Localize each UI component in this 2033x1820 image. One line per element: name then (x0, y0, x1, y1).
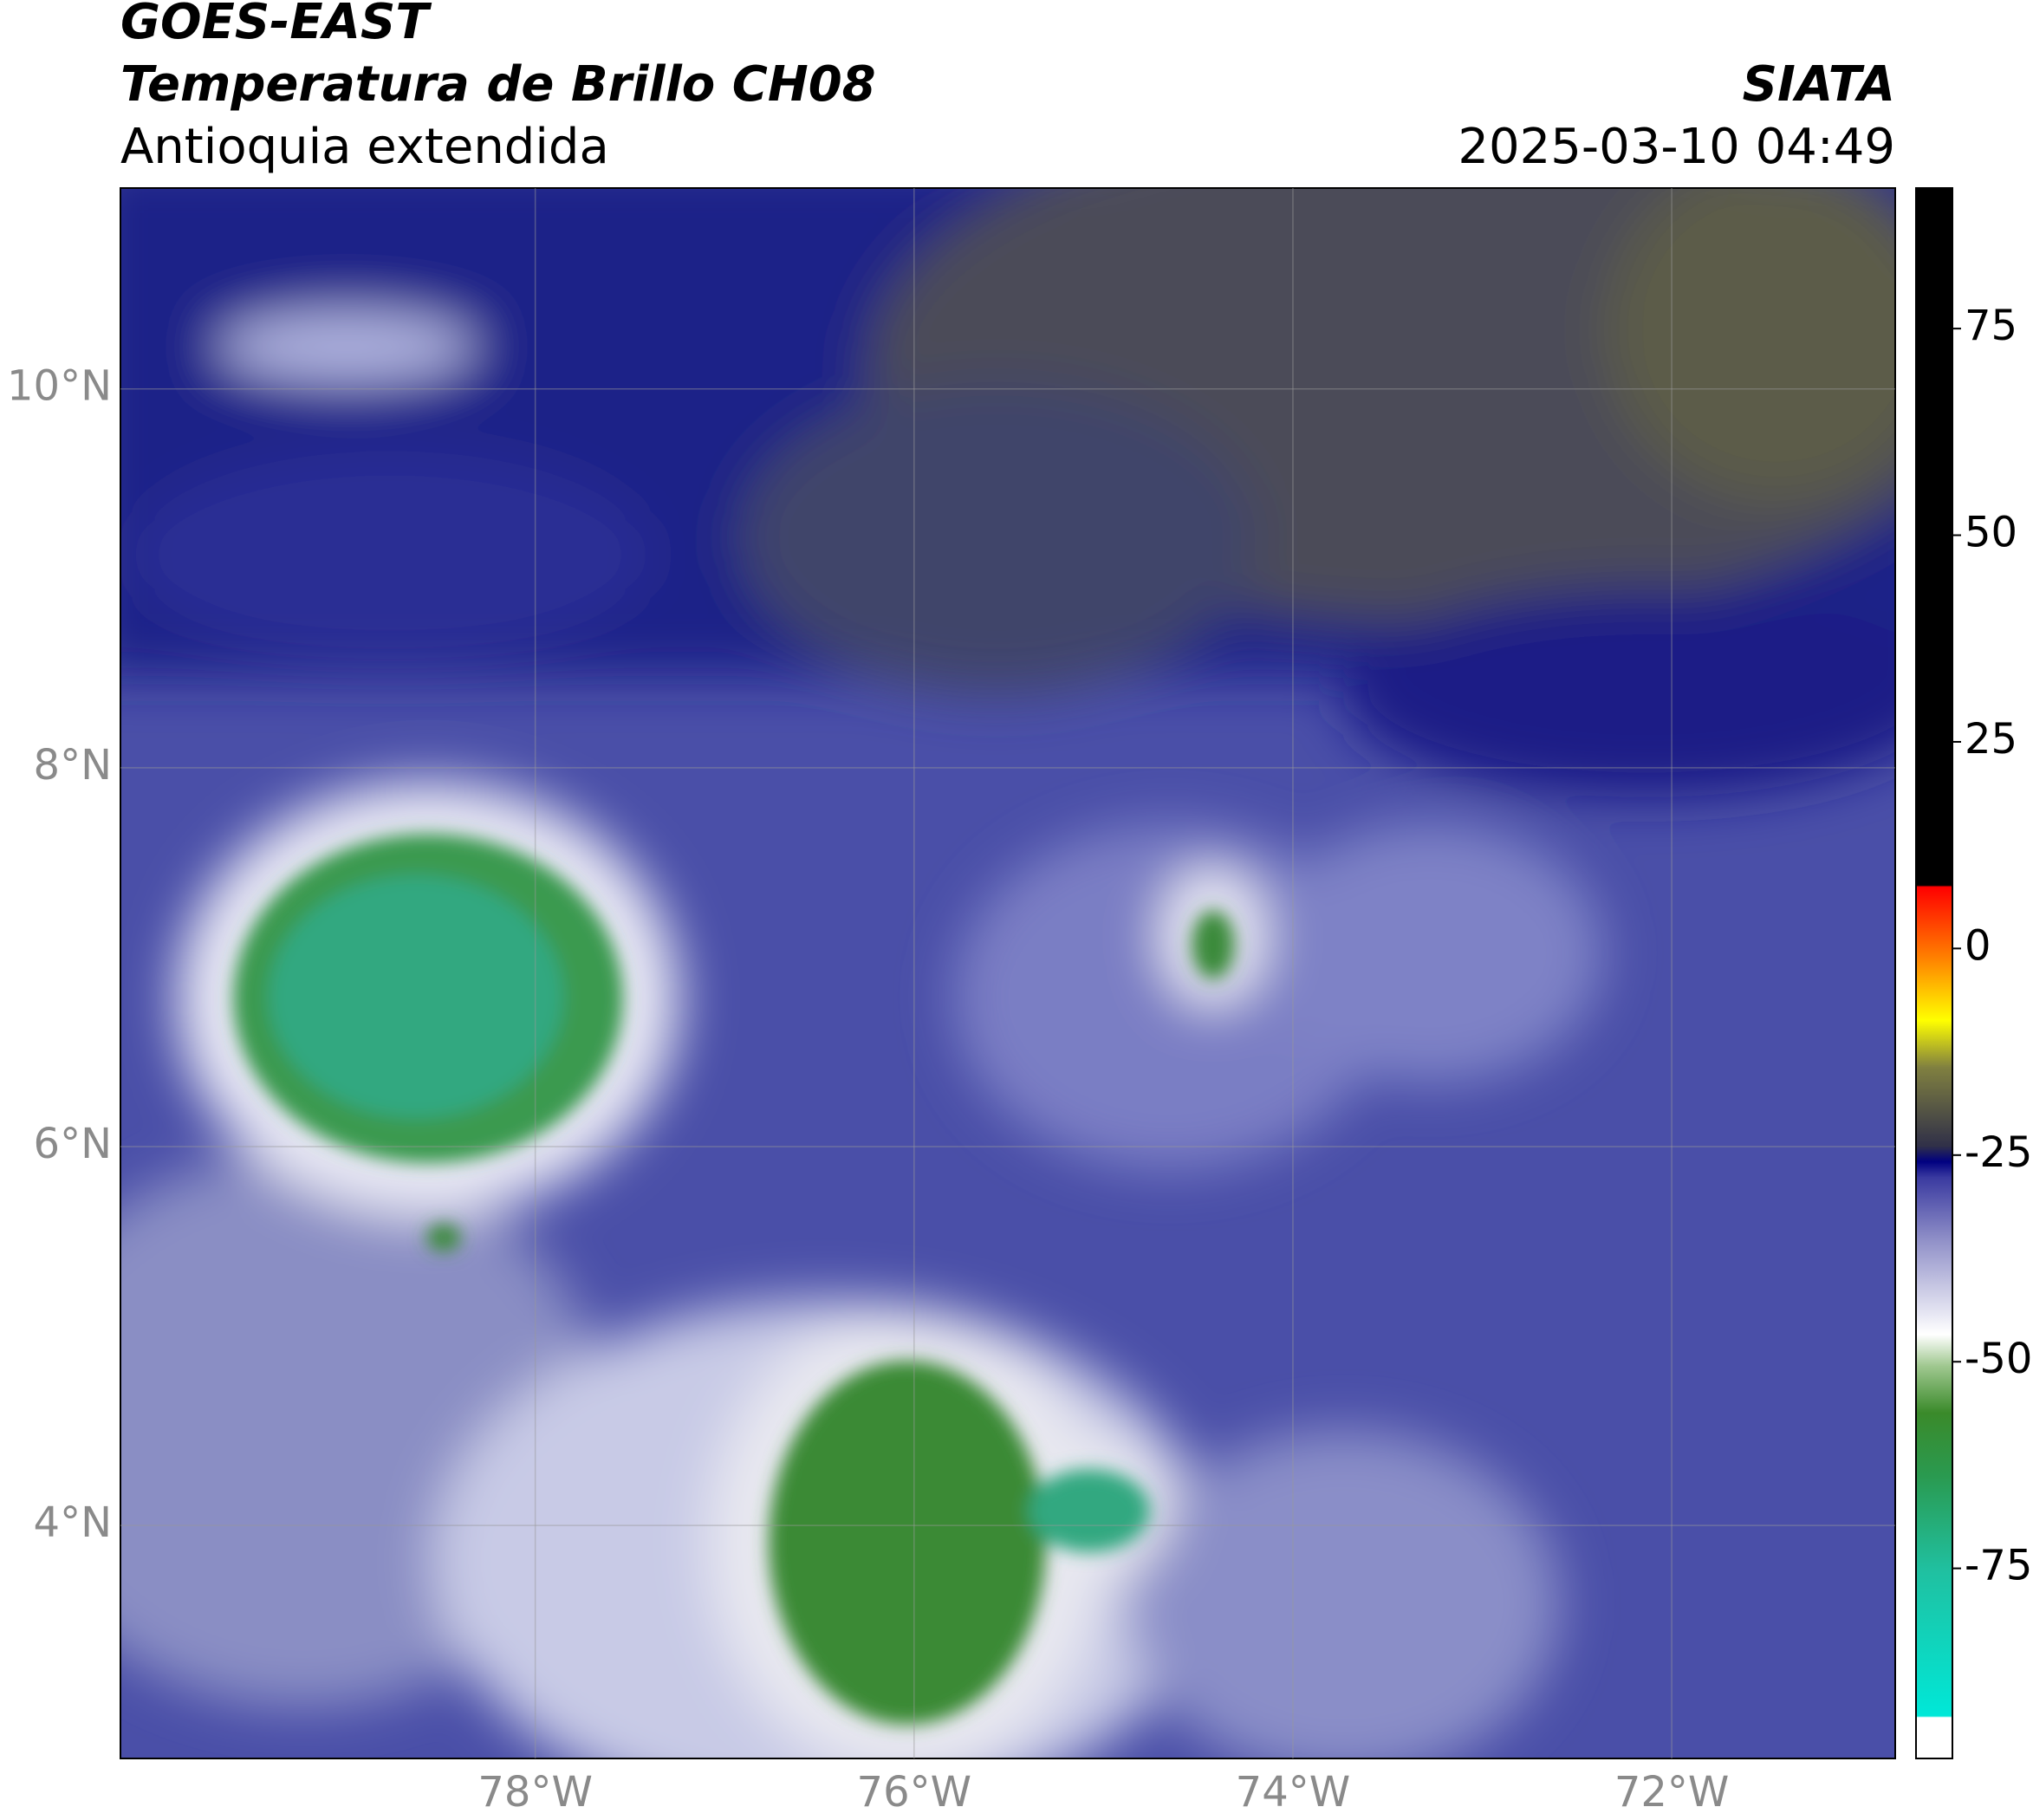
y-tick-label: 8°N (34, 741, 112, 790)
x-tick-label: 74°W (1236, 1768, 1351, 1817)
y-tick-label: 4°N (34, 1498, 112, 1547)
colorbar-tick-label: 0 (1965, 921, 1991, 970)
colorbar (1915, 187, 1953, 1759)
x-tick-label: 78°W (477, 1768, 593, 1817)
datetime: 2025-03-10 04:49 (1458, 119, 1895, 175)
y-tick-label: 6°N (34, 1120, 112, 1168)
satellite-image (120, 188, 1895, 1758)
source: SIATA (1743, 56, 1895, 113)
colorbar-tick-label: -25 (1965, 1128, 2032, 1177)
x-tick-label: 72°W (1614, 1768, 1730, 1817)
region: Antioquia extendida (120, 119, 609, 175)
x-tick-label: 76°W (857, 1768, 972, 1817)
title: GOES-EAST (120, 0, 432, 50)
subtitle: Temperatura de Brillo CH08 (120, 56, 876, 113)
colorbar-tick-label: 25 (1965, 715, 2017, 764)
colorbar-tick-label: -75 (1965, 1542, 2032, 1590)
colorbar-tick-label: -50 (1965, 1335, 2032, 1383)
map-frame (120, 187, 1896, 1759)
y-tick-label: 10°N (7, 362, 112, 411)
colorbar-tick-label: 50 (1965, 509, 2017, 557)
colorbar-tick-label: 75 (1965, 302, 2017, 350)
